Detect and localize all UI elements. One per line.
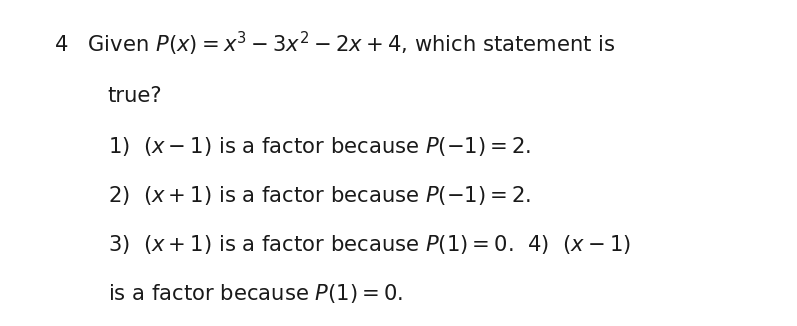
Text: 3)  $(x + 1)$ is a factor because $P(1) = 0$.  4)  $(x - 1)$: 3) $(x + 1)$ is a factor because $P(1) =…	[108, 233, 630, 256]
Text: 2)  $(x + 1)$ is a factor because $P(-1) = 2$.: 2) $(x + 1)$ is a factor because $P(-1) …	[108, 184, 531, 207]
Text: true?: true?	[108, 86, 163, 106]
Text: 4   Given $P(x) = x^3 - 3x^2 - 2x + 4$, which statement is: 4 Given $P(x) = x^3 - 3x^2 - 2x + 4$, wh…	[54, 29, 616, 58]
Text: 1)  $(x - 1)$ is a factor because $P(-1) = 2$.: 1) $(x - 1)$ is a factor because $P(-1) …	[108, 135, 531, 158]
Text: is a factor because $P(1) = 0$.: is a factor because $P(1) = 0$.	[108, 282, 403, 305]
